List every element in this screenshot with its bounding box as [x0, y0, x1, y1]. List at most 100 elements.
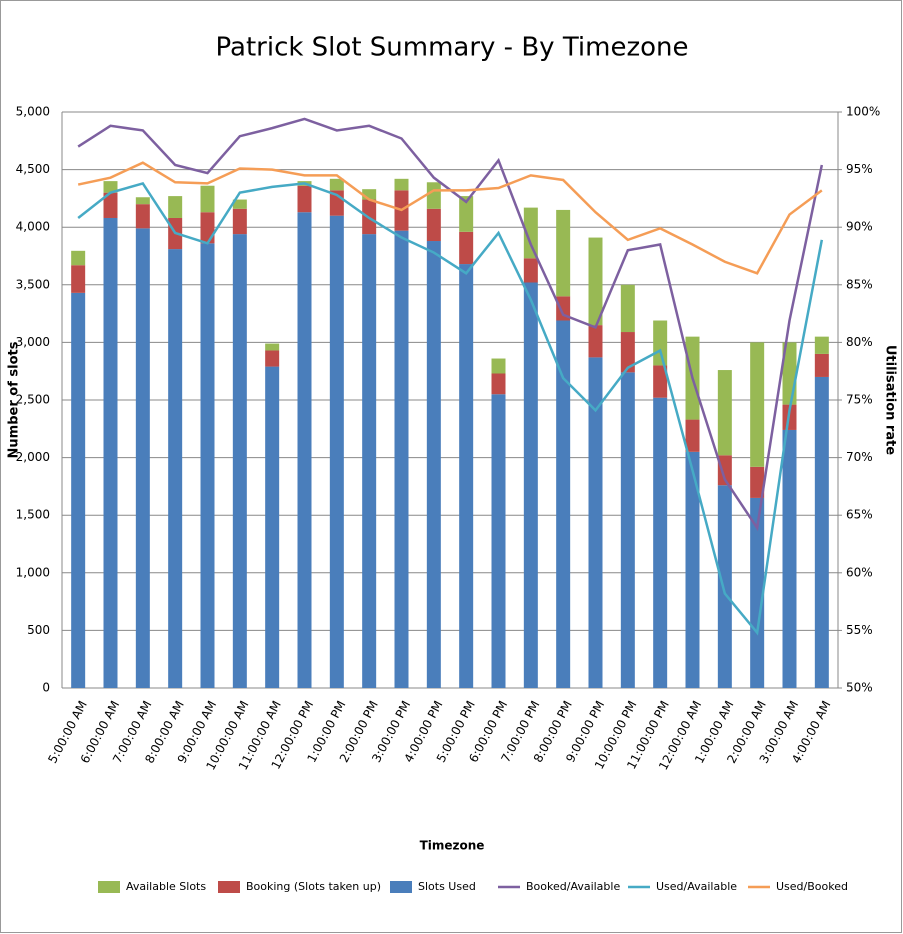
bar-segment — [265, 343, 280, 351]
bar-segment — [71, 292, 86, 688]
bar-segment — [232, 199, 247, 209]
y2-axis-title: Utilisation rate — [883, 345, 898, 455]
y-tick-label: 5,000 — [16, 105, 50, 119]
bar-segment — [200, 243, 215, 688]
line-series — [77, 181, 824, 636]
bar-segment — [491, 394, 506, 688]
y2-tick-label: 95% — [846, 162, 873, 176]
legend-swatch — [98, 881, 120, 893]
bar-segment — [297, 185, 312, 213]
y2-tick-label: 90% — [846, 220, 873, 234]
bar-segment — [588, 357, 603, 688]
bar-segment — [750, 342, 765, 467]
bar-segment — [459, 264, 474, 688]
bar-segment — [71, 265, 86, 293]
bar-segment — [329, 215, 344, 688]
bar-segment — [426, 182, 441, 209]
y-tick-label: 4,000 — [16, 220, 50, 234]
y2-tick-label: 60% — [846, 565, 873, 579]
bar-segment — [750, 466, 765, 498]
bar-segment — [653, 365, 668, 398]
legend-label: Slots Used — [418, 880, 476, 893]
legend-swatch — [390, 881, 412, 893]
bar-segment — [394, 230, 409, 688]
bar-segment — [103, 192, 118, 218]
bar-segment — [653, 397, 668, 688]
bar-segment — [232, 234, 247, 688]
y2-tick-label: 55% — [846, 623, 873, 637]
bar-segment — [362, 234, 377, 688]
bar-segment — [103, 181, 118, 193]
bar-segment — [135, 228, 150, 689]
bar-segment — [329, 178, 344, 191]
bar-segment — [717, 485, 732, 688]
bar-segment — [71, 250, 86, 266]
y-tick-label: 4,500 — [16, 162, 50, 176]
bar-segment — [232, 208, 247, 235]
bar-segment — [200, 185, 215, 213]
bar-segment — [620, 332, 635, 373]
bar-segment — [297, 212, 312, 688]
bar-segment — [717, 370, 732, 456]
bar-segment — [459, 231, 474, 265]
bar-segment — [394, 178, 409, 191]
bar-segment — [556, 296, 571, 321]
y-tick-label: 0 — [42, 681, 50, 695]
y-tick-label: 2,000 — [16, 450, 50, 464]
line-series — [77, 161, 823, 275]
bar-segment — [265, 350, 280, 367]
legend-label: Booked/Available — [526, 880, 620, 893]
legend-swatch — [218, 881, 240, 893]
legend-label: Used/Booked — [776, 880, 848, 893]
bar-segment — [620, 284, 635, 333]
bar-segment — [523, 207, 538, 259]
bar-segment — [814, 353, 829, 377]
bar-segment — [491, 358, 506, 374]
bar-segment — [135, 204, 150, 229]
bar-segment — [556, 209, 571, 297]
y2-tick-label: 80% — [846, 335, 873, 349]
bar-segment — [523, 282, 538, 688]
y-tick-label: 1,000 — [16, 565, 50, 579]
bar-segment — [588, 237, 603, 326]
bar-segment — [685, 419, 700, 452]
x-axis-title: Timezone — [420, 839, 485, 853]
bar-segment — [717, 455, 732, 486]
bar-segment — [556, 320, 571, 688]
bar-segment — [523, 258, 538, 283]
bar-segment — [653, 320, 668, 366]
bar-segment — [135, 197, 150, 205]
bar-segment — [491, 373, 506, 395]
legend-label: Booking (Slots taken up) — [246, 880, 381, 893]
legend-label: Used/Available — [656, 880, 737, 893]
y-tick-label: 3,000 — [16, 335, 50, 349]
bar-segment — [426, 241, 441, 689]
bar-segment — [620, 372, 635, 688]
y2-tick-label: 65% — [846, 508, 873, 522]
y2-tick-label: 50% — [846, 681, 873, 695]
bar-segment — [168, 196, 183, 218]
bar-segment — [459, 196, 474, 232]
bar-segment — [782, 429, 797, 688]
bar-segment — [814, 376, 829, 688]
y-axis-title: Number of slots — [7, 341, 22, 458]
bar-segment — [200, 212, 215, 244]
chart-title: Patrick Slot Summary - By Timezone — [216, 33, 689, 63]
y2-tick-label: 75% — [846, 393, 873, 407]
bar-segment — [265, 366, 280, 688]
y-tick-label: 3,500 — [16, 277, 50, 291]
bar-segment — [750, 497, 765, 688]
bar-segment — [103, 217, 118, 688]
bar-segment — [168, 249, 183, 688]
bar-segment — [588, 325, 603, 358]
bar-segment — [426, 208, 441, 242]
y-tick-label: 1,500 — [16, 508, 50, 522]
legend-label: Available Slots — [126, 880, 206, 893]
y-tick-label: 2,500 — [16, 393, 50, 407]
bar-segment — [362, 189, 377, 200]
bar-segment — [814, 336, 829, 354]
y2-tick-label: 85% — [846, 277, 873, 291]
y-tick-label: 500 — [27, 623, 50, 637]
y2-tick-label: 100% — [846, 105, 880, 119]
